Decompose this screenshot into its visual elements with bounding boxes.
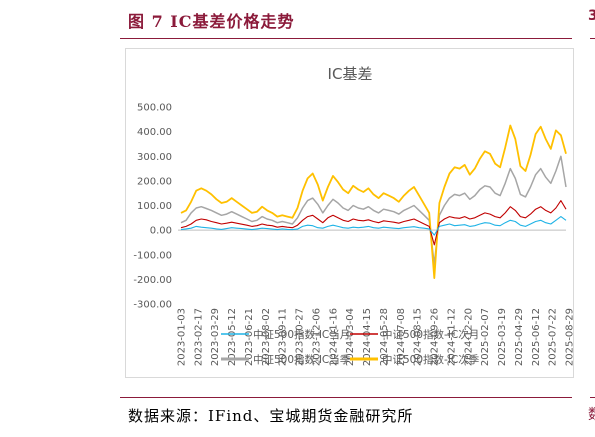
series-line-4 bbox=[180, 124, 567, 280]
x-tick-label: 2023-10-27 bbox=[295, 308, 306, 366]
x-tick-label: 2025-04-29 bbox=[514, 308, 525, 366]
source-divider bbox=[120, 397, 572, 398]
figure-title: 图 7 IC基差价格走势 bbox=[128, 12, 295, 31]
x-tick-label: 2024-11-12 bbox=[446, 308, 457, 366]
x-tick-label: 2025-07-22 bbox=[548, 308, 559, 366]
cropped-neighbor-text-bottom: 数 bbox=[588, 404, 595, 424]
x-tick-label: 2024-12-20 bbox=[463, 308, 474, 366]
x-tick-label: 2023-09-11 bbox=[278, 308, 289, 366]
x-tick-label: 2024-03-04 bbox=[345, 308, 356, 366]
y-tick-label: -300.00 bbox=[133, 300, 172, 311]
chart-title: IC基差 bbox=[328, 65, 373, 83]
x-tick-label: 2023-01-03 bbox=[177, 308, 188, 366]
x-tick-label: 2023-05-12 bbox=[227, 308, 238, 366]
x-tick-label: 2023-03-29 bbox=[210, 308, 221, 366]
y-tick-label: 0.00 bbox=[150, 226, 172, 237]
x-tick-label: 2023-06-21 bbox=[244, 308, 255, 366]
y-tick-label: -200.00 bbox=[133, 275, 172, 286]
x-tick-label: 2025-06-12 bbox=[531, 308, 542, 366]
x-tick-label: 2024-07-08 bbox=[396, 308, 407, 366]
y-tick-label: -100.00 bbox=[133, 250, 172, 261]
legend-label-4: 中证500指数-IC次季 bbox=[382, 353, 480, 366]
y-tick-label: 100.00 bbox=[137, 201, 172, 212]
source-divider-right bbox=[590, 397, 595, 398]
legend-label-1: 中证500指数-IC当月 bbox=[253, 328, 350, 341]
x-tick-label: 2024-01-16 bbox=[328, 308, 339, 366]
y-tick-label: 300.00 bbox=[137, 152, 172, 163]
legend-label-3: 中证500指数-IC当季 bbox=[253, 353, 351, 366]
x-tick-label: 2025-02-07 bbox=[480, 308, 491, 366]
x-tick-label: 2024-04-15 bbox=[362, 308, 373, 366]
chart-panel: IC基差 500.00 400.00 300.00 200.00 100.00 0.00 -1… bbox=[125, 48, 576, 378]
y-tick-label: 500.00 bbox=[137, 103, 172, 114]
title-divider bbox=[120, 38, 572, 39]
cropped-neighbor-text: 3 bbox=[588, 8, 595, 24]
legend-label-2: 中证500指数-IC次月 bbox=[382, 328, 479, 341]
x-tick-label: 2025-08-29 bbox=[565, 308, 576, 366]
x-tick-label: 2024-05-28 bbox=[379, 308, 390, 366]
x-tick-label: 2023-02-17 bbox=[193, 308, 204, 366]
x-tick-label: 2025-03-19 bbox=[497, 308, 508, 366]
series-line-2 bbox=[180, 200, 567, 246]
y-tick-label: 200.00 bbox=[137, 176, 172, 187]
x-tick-label: 2024-09-26 bbox=[430, 308, 441, 366]
ic-basis-chart: IC基差 500.00 400.00 300.00 200.00 100.00 0.00 -1… bbox=[133, 65, 576, 366]
series-line-3 bbox=[180, 155, 567, 266]
data-source: 数据来源：IFind、宝城期货金融研究所 bbox=[128, 407, 414, 425]
x-tick-label: 2023-12-06 bbox=[311, 308, 322, 366]
x-tick-label: 2023-08-02 bbox=[261, 308, 272, 366]
y-tick-label: 400.00 bbox=[137, 127, 172, 138]
series-line-1 bbox=[180, 216, 567, 236]
title-divider-right bbox=[590, 38, 595, 39]
x-tick-label: 2024-08-15 bbox=[413, 308, 424, 366]
